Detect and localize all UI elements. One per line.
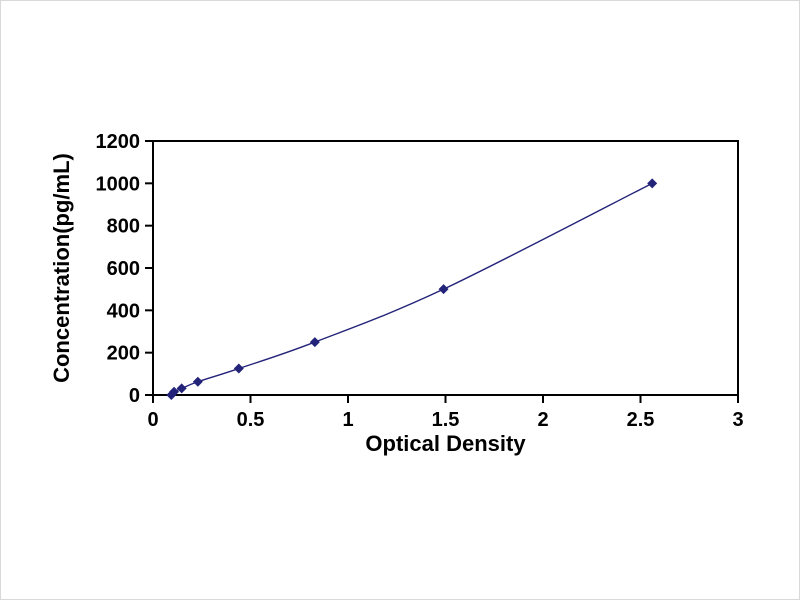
data-point-marker <box>233 363 244 374</box>
y-tick-label: 600 <box>107 258 140 280</box>
y-tick-label: 400 <box>107 300 140 322</box>
data-point-marker <box>192 376 203 387</box>
x-tick-label: 0 <box>147 409 158 431</box>
data-point-marker <box>438 284 449 295</box>
data-point-marker <box>176 383 187 394</box>
y-tick-label: 0 <box>129 385 140 407</box>
y-tick-label: 1000 <box>96 173 141 195</box>
data-point-marker <box>169 386 180 397</box>
y-tick-label: 1200 <box>96 131 141 153</box>
x-tick-label: 2.5 <box>627 409 655 431</box>
x-tick-label: 2 <box>537 409 548 431</box>
y-tick-label: 800 <box>107 216 140 238</box>
x-tick-label: 1 <box>342 409 353 431</box>
x-axis-label: Optical Density <box>365 431 526 456</box>
curve-line <box>170 182 653 396</box>
data-point-marker <box>647 178 658 189</box>
data-point-marker <box>309 337 320 348</box>
plot-border <box>152 140 739 396</box>
x-tick-label: 0.5 <box>237 409 265 431</box>
x-tick-label: 3 <box>732 409 743 431</box>
y-tick-label: 200 <box>107 343 140 365</box>
x-tick-label: 1.5 <box>432 409 460 431</box>
